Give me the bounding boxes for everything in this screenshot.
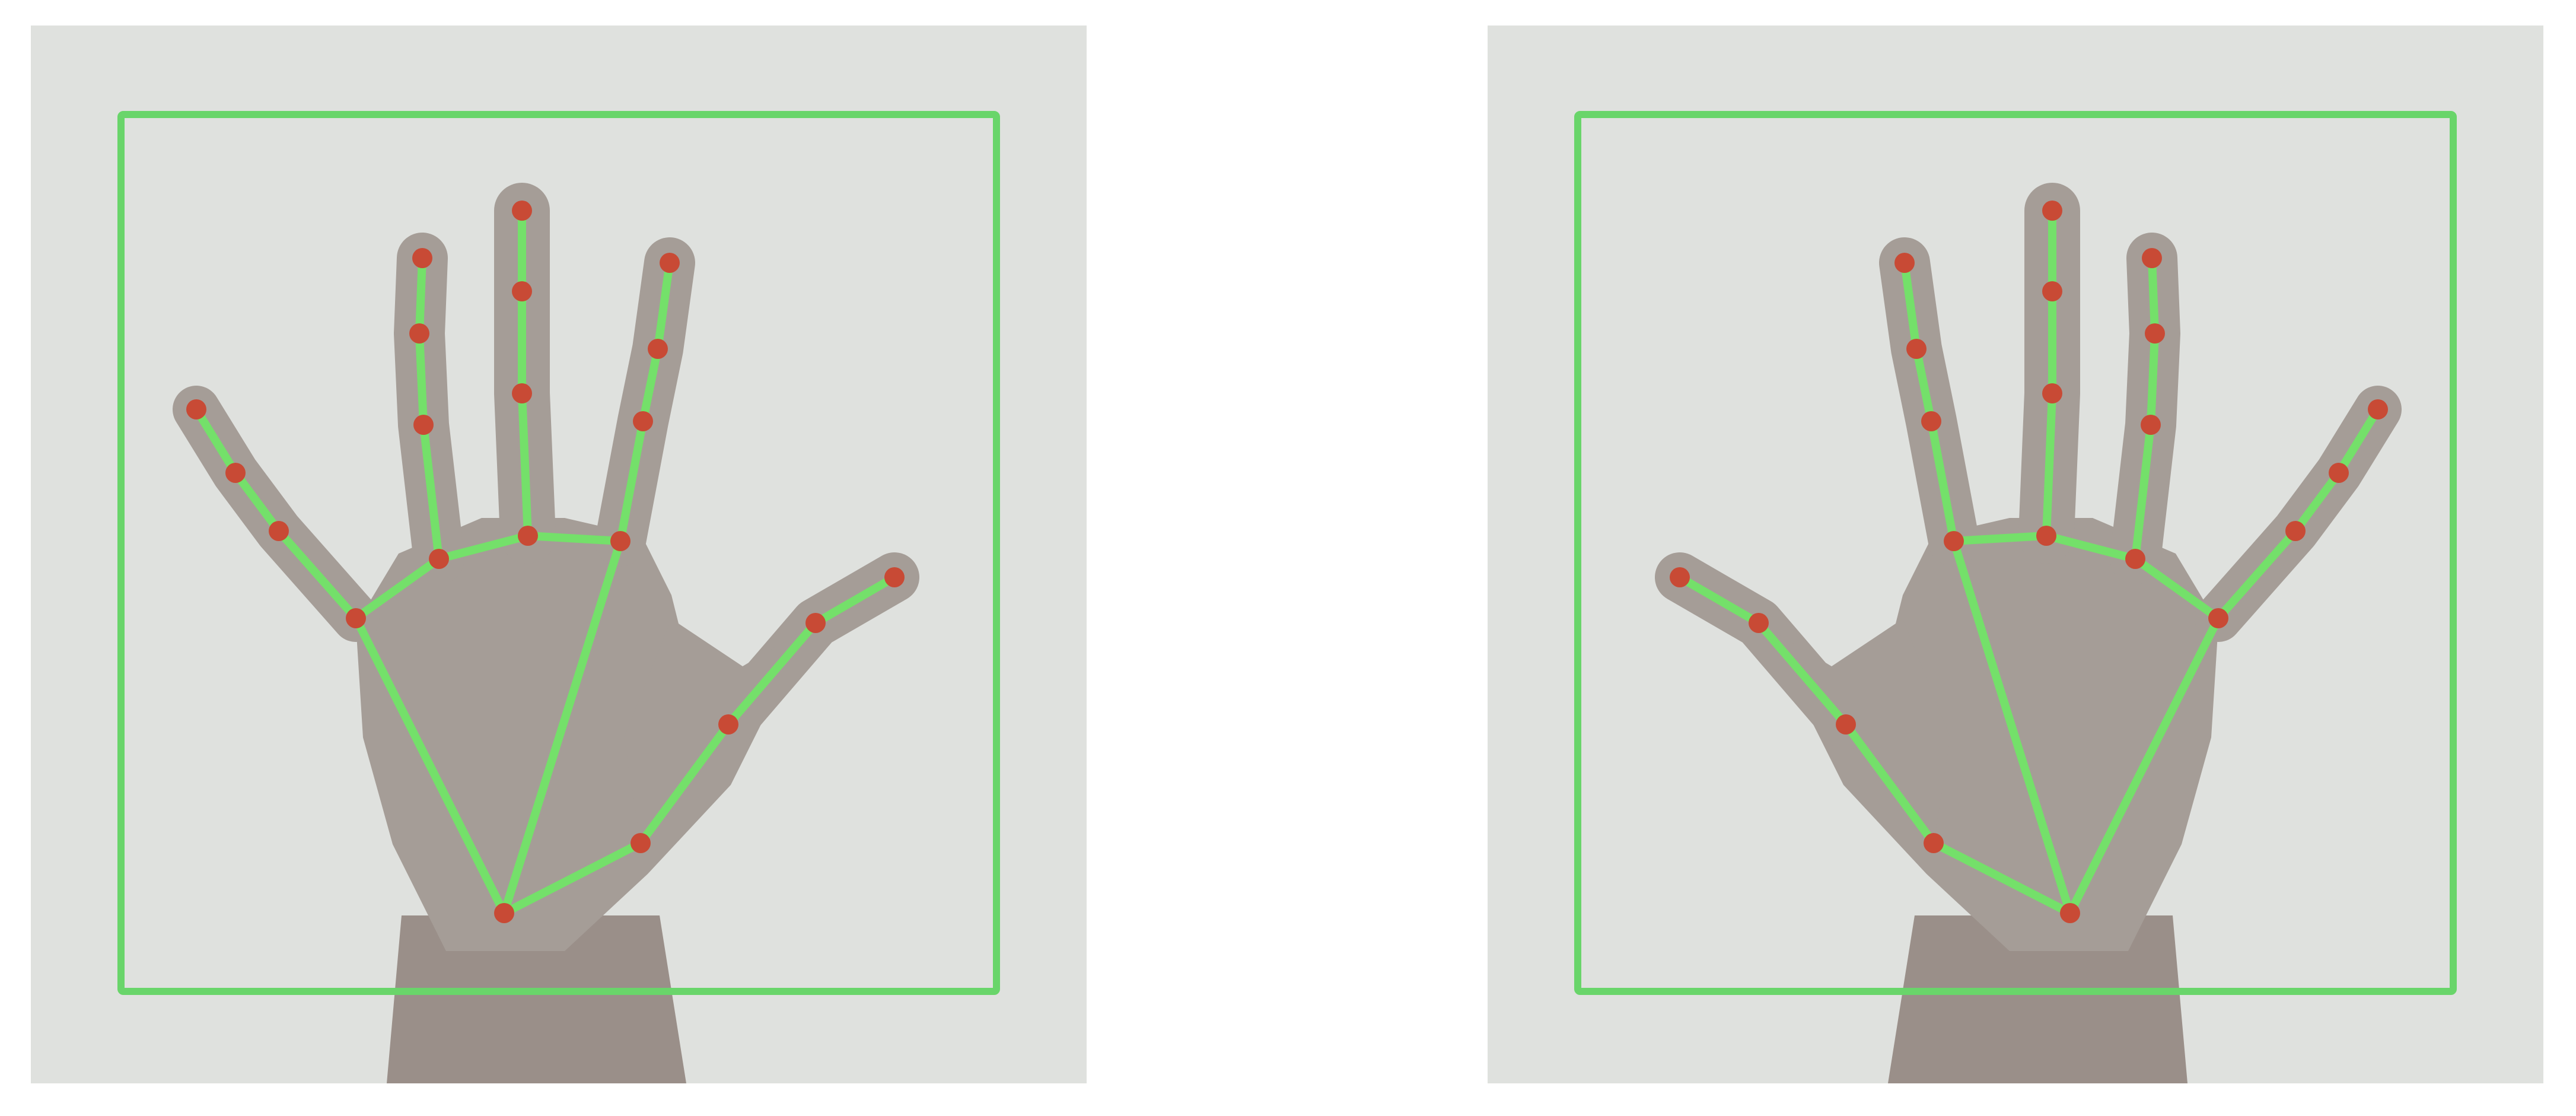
hand-bounding-box [1574,111,2457,995]
keypoint-9 [518,526,538,546]
skeleton-edge [2042,532,2139,563]
keypoint-20 [186,399,206,419]
skeleton-edge [192,405,240,477]
skeleton-edge [1929,839,2074,917]
keypoint-8 [1894,253,1915,273]
keypoint-10 [512,383,532,403]
keypoint-6 [1921,411,1941,431]
skeleton-edge [435,532,532,563]
keypoint-18 [269,521,289,541]
keypoint-13 [2125,549,2145,569]
keypoint-7 [1906,339,1927,359]
hand-photo-panel-left [31,26,1087,1083]
keypoint-15 [2145,323,2165,344]
skeleton-edge [724,619,820,729]
skeleton-edge [1950,537,2074,917]
skeleton-edge [2291,469,2343,535]
keypoint-14 [2141,415,2161,435]
skeleton-edge [2042,389,2056,540]
keypoint-3 [805,613,826,633]
keypoint-16 [2142,248,2162,268]
keypoint-10 [2042,383,2062,403]
skeleton-edge [1755,619,1850,729]
keypoint-3 [1749,613,1769,633]
keypoint-11 [2042,281,2062,301]
keypoint-8 [660,253,680,273]
hand-bounding-box [117,111,1000,995]
skeleton-edge [500,839,645,917]
keypoint-0 [2060,903,2080,923]
hand-photo-left [31,26,1087,1083]
skeleton-edge [2148,254,2159,338]
skeleton-edge [2335,405,2382,477]
keypoint-12 [512,201,532,221]
skeleton-edge [415,254,426,338]
keypoint-19 [225,463,246,483]
skeleton-edge [811,573,899,627]
skeleton-edge [500,537,625,917]
skeleton-edge [524,532,625,545]
skeleton-edge [419,421,443,563]
skeleton-edge [2066,614,2222,917]
skeleton-edge [1676,573,1763,627]
hand-photo-right [1488,26,2543,1083]
keypoint-2 [1836,714,1856,735]
skeleton-edge [352,555,443,622]
keypoint-16 [412,248,432,268]
skeleton-edge [1927,417,1958,545]
skeleton-edge [654,259,674,353]
keypoint-13 [429,549,449,569]
skeleton-edge [1842,720,1938,847]
skeleton-edge [231,469,283,535]
skeleton-edge [616,417,647,545]
keypoint-5 [1944,531,1964,551]
skeleton-edge [352,614,508,917]
keypoint-12 [2042,201,2062,221]
keypoint-11 [512,281,532,301]
keypoint-18 [2285,521,2306,541]
skeleton-edge [639,345,662,425]
keypoint-15 [409,323,429,344]
skeleton-edge [1912,345,1935,425]
keypoint-19 [2329,463,2349,483]
skeleton-edge [2147,329,2159,429]
hand-photo-panel-right [1488,26,2543,1083]
keypoint-2 [718,714,738,735]
keypoint-5 [610,531,631,551]
skeleton-edge [636,720,733,847]
keypoint-7 [648,339,668,359]
skeleton-edge [2214,527,2300,622]
keypoint-17 [346,608,366,628]
forearm [387,915,686,1083]
keypoint-1 [1924,833,1944,853]
keypoint-0 [494,903,514,923]
keypoint-1 [631,833,651,853]
keypoint-17 [2208,608,2228,628]
skeleton-edge [415,329,428,429]
skeleton-edge [275,527,360,622]
keypoint-20 [2368,399,2388,419]
skeleton-edge [1900,259,1921,353]
keypoint-14 [413,415,434,435]
skeleton-edge [1950,532,2050,545]
skeleton-edge [518,389,532,540]
skeleton-edge [2131,421,2155,563]
keypoint-9 [2036,526,2056,546]
keypoint-4 [884,567,905,587]
forearm [1888,915,2187,1083]
keypoint-6 [633,411,653,431]
skeleton-edge [2131,555,2222,622]
keypoint-4 [1670,567,1690,587]
